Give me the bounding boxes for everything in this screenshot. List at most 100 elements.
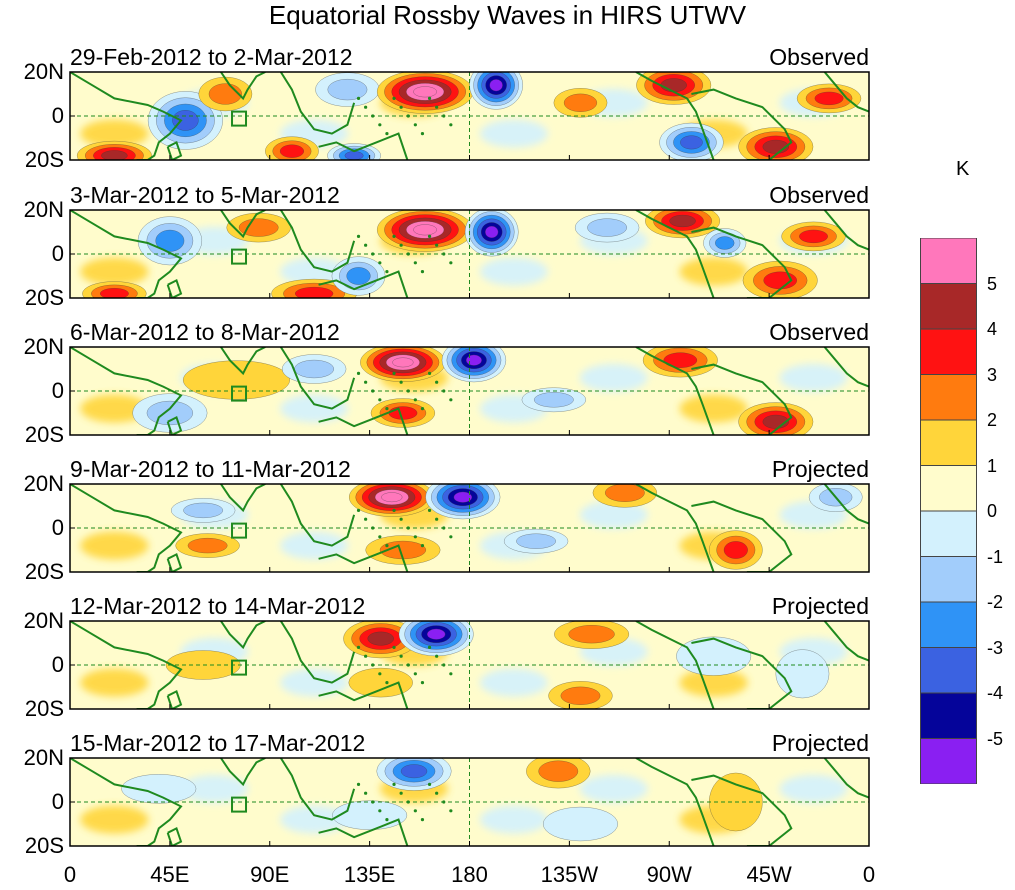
island	[399, 517, 403, 521]
island	[385, 270, 389, 274]
coastline	[635, 621, 715, 709]
lat-label: 20S	[24, 696, 64, 721]
coastline	[166, 140, 183, 160]
anomaly-contour	[533, 392, 574, 408]
colorbar	[920, 238, 977, 784]
panel-date-range: 12-Mar-2012 to 14-Mar-2012	[70, 593, 366, 619]
anomaly-contour	[183, 502, 224, 519]
island	[420, 818, 425, 822]
coastline	[318, 407, 409, 435]
coastline	[220, 758, 266, 787]
anomaly-contour	[238, 218, 279, 237]
coastline	[823, 210, 869, 251]
colorbar-segment	[920, 738, 977, 784]
colorbar-unit: K	[956, 158, 970, 180]
island	[413, 535, 417, 539]
anomaly-contour	[799, 229, 828, 244]
island	[378, 261, 382, 265]
anomaly-contour	[187, 537, 228, 554]
island	[420, 544, 425, 548]
lat-label: 20N	[23, 59, 64, 84]
weak-anomaly	[80, 257, 149, 286]
panel-kind: Observed	[769, 182, 869, 208]
weak-anomaly	[180, 774, 249, 803]
island	[356, 96, 361, 100]
anomaly-contour	[775, 649, 830, 699]
colorbar-label: 0	[987, 501, 998, 521]
anomaly-contour	[715, 236, 735, 250]
panel-date-range: 15-Mar-2012 to 17-Mar-2012	[70, 730, 366, 756]
anomaly-contour	[327, 78, 368, 101]
anomaly-contour	[413, 224, 437, 236]
lon-label: 90E	[250, 862, 290, 887]
colorbar-segment	[920, 328, 977, 375]
coastline	[635, 758, 715, 846]
coastline	[318, 818, 409, 846]
anomaly-contour	[172, 110, 199, 131]
island	[385, 818, 389, 822]
island	[435, 105, 439, 109]
island	[449, 809, 453, 813]
anomaly-contour	[348, 667, 413, 698]
island	[435, 791, 439, 795]
coastline	[635, 484, 715, 572]
map-panel-2	[69, 209, 870, 299]
island	[427, 645, 432, 650]
weak-anomaly	[280, 805, 349, 834]
island	[392, 508, 396, 512]
coastline	[166, 826, 183, 846]
lat-label: 0	[51, 789, 64, 814]
weak-anomaly	[280, 394, 349, 423]
weak-anomaly	[679, 394, 748, 423]
colorbar-label: -4	[987, 683, 1004, 703]
colorbar-label: 4	[987, 319, 998, 339]
island	[385, 407, 389, 411]
island	[378, 123, 382, 127]
island	[435, 654, 439, 658]
island	[364, 380, 368, 384]
island	[364, 105, 368, 109]
coastline	[70, 210, 183, 298]
island	[399, 654, 403, 658]
island	[420, 270, 425, 274]
weak-anomaly	[80, 394, 149, 423]
coastline	[70, 758, 183, 846]
island	[356, 234, 361, 238]
anomaly-contour	[563, 93, 598, 112]
weak-anomaly	[80, 668, 149, 697]
weak-anomaly	[280, 257, 349, 286]
anomaly-contour	[604, 484, 645, 502]
coastline	[220, 347, 266, 376]
anomaly-contour	[99, 287, 129, 298]
coastline	[70, 484, 183, 572]
weak-anomaly	[579, 500, 648, 529]
anomaly-contour	[814, 91, 844, 106]
anomaly-contour	[346, 267, 371, 285]
anomaly-contour	[381, 492, 403, 503]
weak-anomaly	[679, 257, 748, 286]
island	[413, 672, 417, 676]
panel-date-range: 6-Mar-2012 to 8-Mar-2012	[70, 319, 340, 345]
colorbar-label: 5	[987, 273, 998, 294]
anomaly-contour	[669, 214, 696, 228]
map-panel-1	[69, 71, 870, 161]
coastline	[166, 278, 183, 298]
island	[449, 261, 453, 265]
panel-date-range: 29-Feb-2012 to 2-Mar-2012	[70, 44, 353, 70]
coastline	[635, 347, 715, 435]
island	[413, 123, 417, 127]
anomaly-contour	[294, 286, 334, 298]
island	[392, 371, 396, 375]
coastline	[318, 270, 409, 298]
island	[356, 508, 361, 512]
anomaly-contour	[516, 533, 557, 549]
weak-anomaly	[479, 668, 548, 697]
page-title: Equatorial Rossby Waves in HIRS UTWV	[268, 0, 747, 30]
island	[427, 96, 432, 100]
island	[356, 782, 361, 787]
colorbar-segment	[920, 647, 977, 694]
lat-label: 20N	[23, 471, 64, 496]
island	[378, 672, 382, 676]
island	[420, 681, 425, 685]
coastline	[823, 72, 869, 113]
